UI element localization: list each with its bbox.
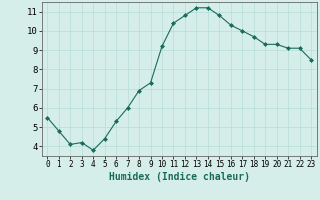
X-axis label: Humidex (Indice chaleur): Humidex (Indice chaleur) [109,172,250,182]
